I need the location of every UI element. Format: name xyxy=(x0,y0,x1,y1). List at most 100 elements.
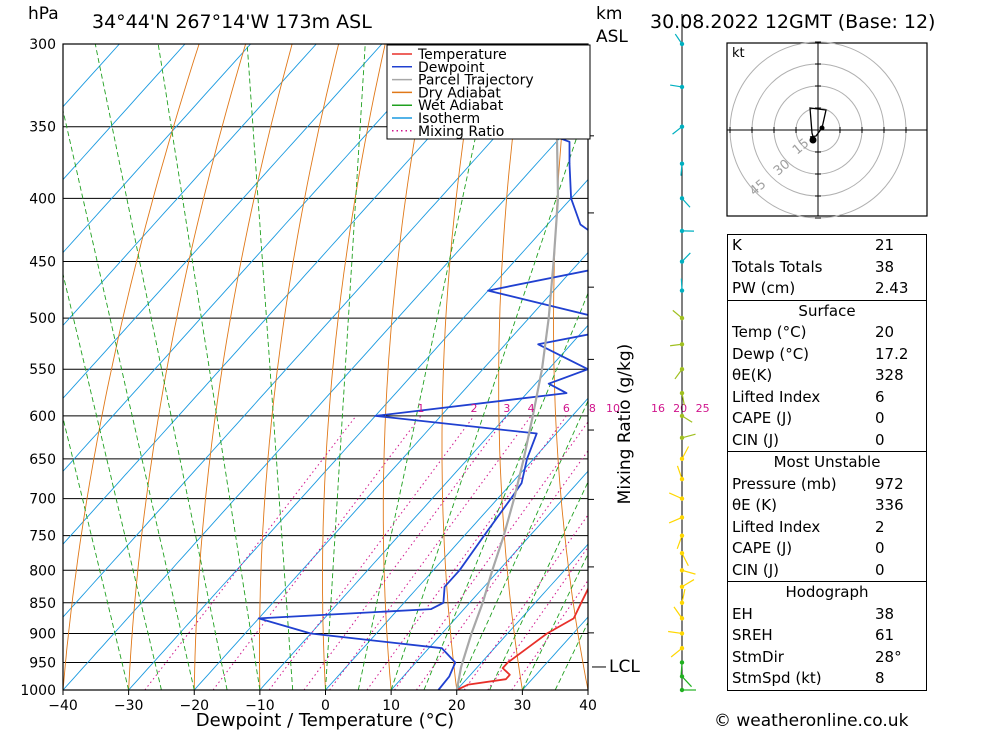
hodograph-stat-value: 8 xyxy=(875,669,885,687)
surface-row: CAPE (J) 0 xyxy=(728,408,926,430)
most-unstable-row: Pressure (mb) 972 xyxy=(728,474,926,496)
hodograph-stat-row: StmDir 28° xyxy=(728,647,926,669)
surface-label: CAPE (J) xyxy=(732,409,793,427)
most-unstable-value: 2 xyxy=(875,517,885,536)
mixing-ratio-tick-label: 4 xyxy=(528,402,535,415)
wind-barb xyxy=(679,278,685,293)
surface-row: CIN (J) 0 xyxy=(728,430,926,452)
surface-label: θE(K) xyxy=(732,366,773,384)
hodograph-stat-value: 61 xyxy=(875,626,895,644)
most-unstable-label: Lifted Index xyxy=(732,517,821,536)
most-unstable-label: CAPE (J) xyxy=(732,539,793,557)
isotherm-line xyxy=(63,44,514,545)
most-unstable-section: Most Unstable Pressure (mb) 972 θE (K) 336 L… xyxy=(728,451,926,581)
wind-barb xyxy=(679,568,696,575)
series-line-dewpoint xyxy=(257,44,588,690)
wind-barb-shaft xyxy=(681,415,693,423)
pressure-tick-label: 550 xyxy=(29,362,56,378)
most-unstable-value: 336 xyxy=(875,496,904,514)
mixing-ratio-tick-label: 1 xyxy=(417,402,424,415)
isotherm-line xyxy=(128,178,588,690)
wind-barb xyxy=(679,579,695,589)
wet-adiabat-line xyxy=(390,102,588,690)
wind-barb-dot xyxy=(679,84,685,90)
isotherm-line xyxy=(259,324,588,690)
wind-barb xyxy=(676,533,685,550)
mixing-ratio-line xyxy=(329,415,532,690)
temperature-tick-label: −10 xyxy=(245,698,275,714)
wind-barb xyxy=(679,687,696,693)
hodograph-stat-value: 28° xyxy=(875,647,902,666)
hodograph-point xyxy=(819,125,825,131)
legend-entry-label: Parcel Trajectory xyxy=(418,73,534,89)
index-value: 38 xyxy=(875,257,895,276)
wind-barb-shaft xyxy=(681,446,690,460)
most-unstable-title: Most Unstable xyxy=(773,453,881,471)
lcl-label: LCL xyxy=(609,657,640,677)
wind-barb xyxy=(679,446,690,462)
legend-entry-label: Temperature xyxy=(417,47,507,63)
mixing-ratio-line xyxy=(463,514,588,690)
datetime-title: 30.08.2022 12GMT (Base: 12) xyxy=(650,11,935,33)
temperature-tick-label: 0 xyxy=(321,698,330,714)
dry-adiabat-line xyxy=(944,44,1000,690)
legend-entry-label: Dewpoint xyxy=(418,60,485,76)
wind-barb xyxy=(673,606,685,621)
surface-title: Surface xyxy=(798,301,856,320)
mixing-ratio-line xyxy=(212,415,422,690)
wind-barb-shaft xyxy=(674,368,683,380)
pressure-tick-label: 350 xyxy=(29,120,56,136)
temperature-tick-label: 40 xyxy=(579,698,597,714)
hodograph-stat-row: EH 38 xyxy=(728,604,926,626)
x-axis-title: Dewpoint / Temperature (°C) xyxy=(196,710,454,731)
km-label: km xyxy=(596,4,622,24)
dry-adiabat-line xyxy=(990,44,1000,690)
surface-row: Temp (°C) 20 xyxy=(728,322,926,344)
wind-barb xyxy=(679,161,685,176)
hodograph-unit-label: kt xyxy=(732,46,745,61)
isotherm-line xyxy=(63,44,448,472)
hodograph-stat-row: SREH 61 xyxy=(728,625,926,647)
temperature-tick-label: −20 xyxy=(179,698,209,714)
dry-adiabat-line xyxy=(498,44,526,690)
surface-value: 6 xyxy=(875,387,885,406)
wind-barb xyxy=(668,630,685,636)
most-unstable-label: Pressure (mb) xyxy=(732,474,837,493)
surface-value: 17.2 xyxy=(875,344,909,363)
surface-label: Lifted Index xyxy=(732,387,821,406)
wind-barb-shaft xyxy=(676,535,683,550)
mixing-ratio-line xyxy=(303,415,508,690)
hodograph-trace xyxy=(809,107,827,141)
copyright-footer[interactable]: © weatheronline.co.uk xyxy=(714,711,909,731)
series-line-temperature xyxy=(456,587,588,690)
wind-barb xyxy=(668,515,685,524)
dry-adiabat-line xyxy=(658,44,719,690)
wind-barb xyxy=(679,433,696,441)
mixing-ratio-tick-label: 2 xyxy=(471,402,478,415)
pressure-tick-label: 950 xyxy=(29,655,56,671)
wind-barb-shaft xyxy=(681,252,691,262)
index-label: K xyxy=(732,236,742,254)
wet-adiabat-line xyxy=(521,552,588,690)
legend-entry-label: Isotherm xyxy=(418,111,480,127)
pressure-tick-label: 650 xyxy=(29,452,56,468)
legend-entry-label: Dry Adiabat xyxy=(418,85,501,101)
index-row: PW (cm) 2.43 xyxy=(728,278,926,300)
wind-barb xyxy=(676,465,685,482)
wind-barb-shaft xyxy=(681,197,691,208)
surface-value: 20 xyxy=(875,323,895,341)
wind-barb xyxy=(679,660,685,677)
wind-barb xyxy=(670,342,685,347)
wet-adiabat-line xyxy=(423,292,588,690)
wind-barb xyxy=(670,645,685,658)
pressure-tick-label: 1000 xyxy=(20,683,56,699)
wind-barb-shaft xyxy=(668,630,683,635)
mixing-ratio-line xyxy=(487,546,588,690)
surface-value: 0 xyxy=(875,430,885,449)
wind-barb-shaft xyxy=(672,309,683,319)
wind-barb-shaft xyxy=(680,163,683,176)
